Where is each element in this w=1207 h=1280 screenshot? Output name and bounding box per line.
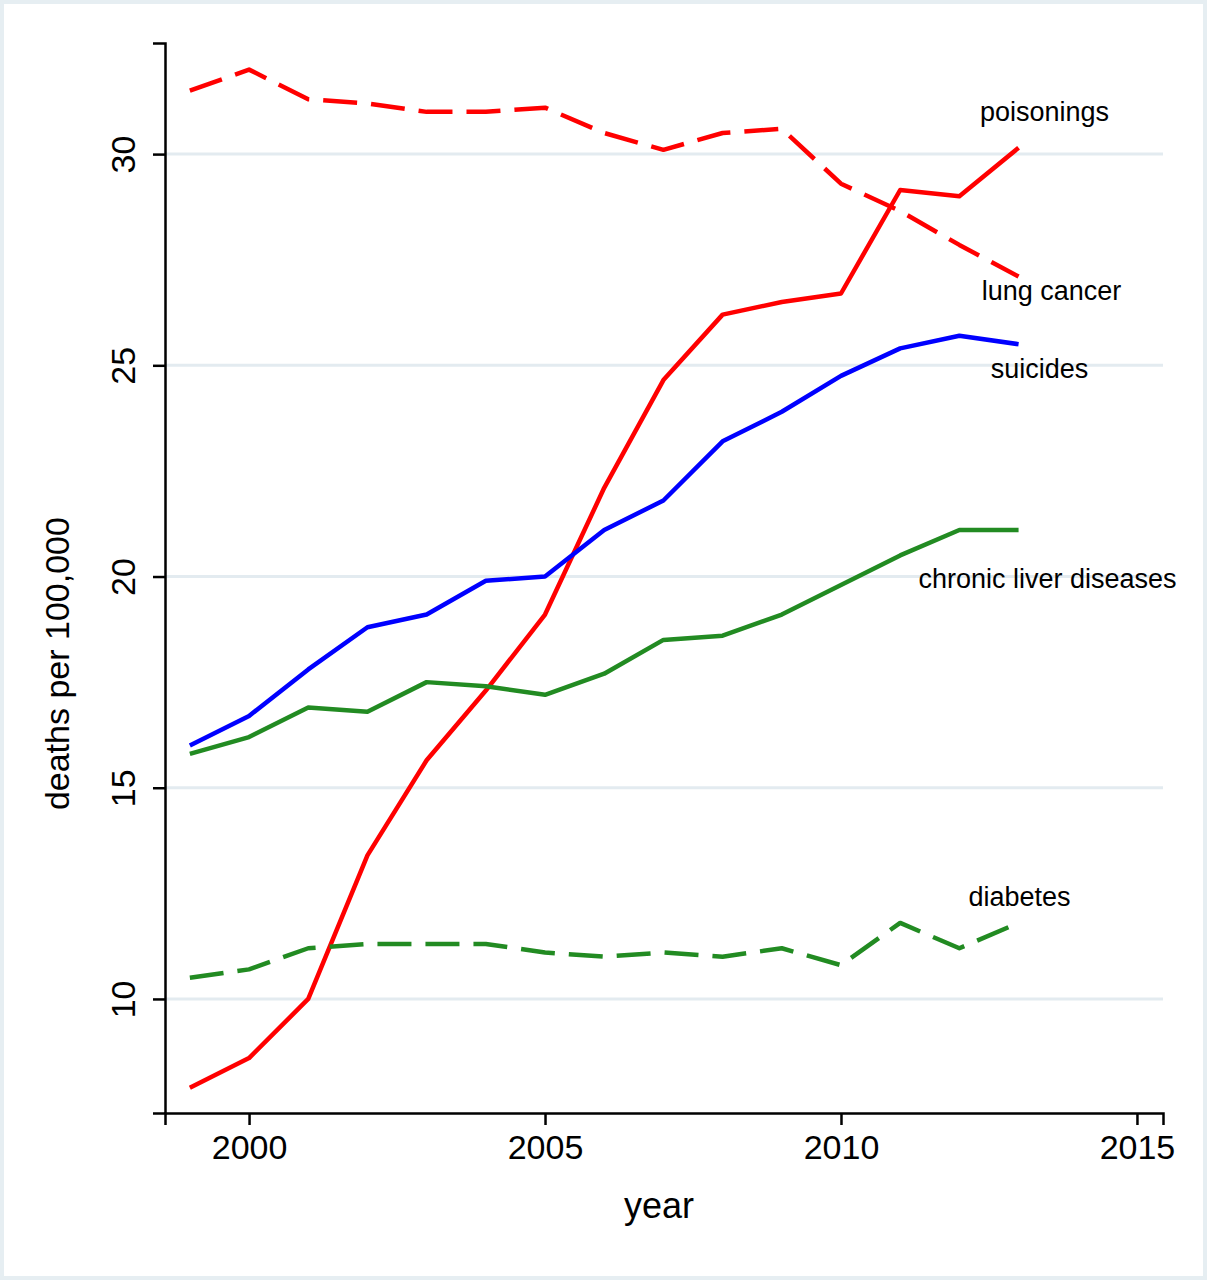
- series-label: diabetes: [969, 882, 1071, 912]
- lines: [190, 70, 1019, 1088]
- series-line: [190, 70, 1019, 277]
- y-tick-label: 25: [104, 347, 142, 385]
- y-tick-mark: [153, 576, 165, 579]
- y-tick: 30: [104, 136, 165, 174]
- x-tick-mark: [544, 1113, 547, 1125]
- y-tick: 25: [104, 347, 165, 385]
- x-tick-label: 2000: [212, 1128, 288, 1166]
- frame: [0, 0, 1207, 1280]
- x-tick: 2005: [508, 1113, 584, 1166]
- x-tick-mark: [1136, 1113, 1139, 1125]
- x-tick: 2015: [1100, 1113, 1176, 1166]
- series-line: [190, 530, 1019, 754]
- x-tick-mark: [248, 1113, 251, 1125]
- y-tick-mark: [153, 787, 165, 790]
- x-tick-label: 2005: [508, 1128, 584, 1166]
- y-tick: 15: [104, 769, 165, 807]
- y-tick-mark: [153, 365, 165, 368]
- series-labels: poisonings lung cancer suicides chronic liv…: [919, 97, 1177, 912]
- y-tick: 20: [104, 558, 165, 596]
- plot: 2000 2005 2010 2015 10 15 20 25 30: [104, 44, 1175, 1167]
- x-tick-label: 2015: [1100, 1128, 1176, 1166]
- x-tick: 2010: [804, 1113, 880, 1166]
- y-axis-line: [153, 44, 166, 1114]
- y-tick-mark: [153, 153, 165, 156]
- x-tick-mark: [840, 1113, 843, 1125]
- y-tick: 10: [104, 981, 165, 1019]
- grid-line: [165, 997, 1163, 1000]
- x-tick-label: 2010: [804, 1128, 880, 1166]
- y-tick-label: 15: [104, 769, 142, 807]
- x-axis-line: [166, 1114, 1164, 1126]
- series-line: [190, 923, 1019, 978]
- y-tick-label: 20: [104, 558, 142, 596]
- series-line: [190, 336, 1019, 746]
- x-tick: 2000: [212, 1113, 288, 1166]
- x-axis-title: year: [624, 1185, 694, 1226]
- x-axis: 2000 2005 2010 2015: [166, 1113, 1176, 1166]
- y-tick-label: 30: [104, 136, 142, 174]
- y-axis: 10 15 20 25 30: [104, 44, 166, 1114]
- y-tick-label: 10: [104, 981, 142, 1019]
- y-tick-mark: [153, 998, 165, 1001]
- y-axis-title: deaths per 100,000: [38, 517, 76, 810]
- series-label: poisonings: [980, 97, 1109, 127]
- series-label: suicides: [991, 354, 1089, 384]
- grid-line: [165, 786, 1163, 789]
- series-line: [190, 148, 1019, 1088]
- series-label: chronic liver diseases: [919, 564, 1177, 594]
- chart: 2000 2005 2010 2015 10 15 20 25 30 year deaths per…: [0, 0, 1207, 1280]
- series-label: lung cancer: [982, 276, 1122, 306]
